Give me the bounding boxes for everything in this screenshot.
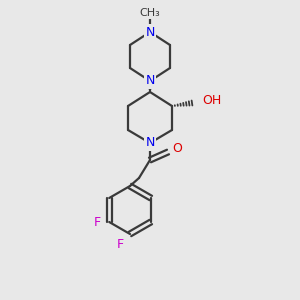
Text: F: F — [116, 238, 124, 250]
Text: O: O — [172, 142, 182, 154]
Text: N: N — [145, 136, 155, 149]
Polygon shape — [148, 81, 152, 92]
Text: OH: OH — [202, 94, 221, 106]
Text: F: F — [94, 215, 101, 229]
Text: CH₃: CH₃ — [140, 8, 160, 18]
Text: N: N — [145, 74, 155, 88]
Text: N: N — [145, 26, 155, 38]
